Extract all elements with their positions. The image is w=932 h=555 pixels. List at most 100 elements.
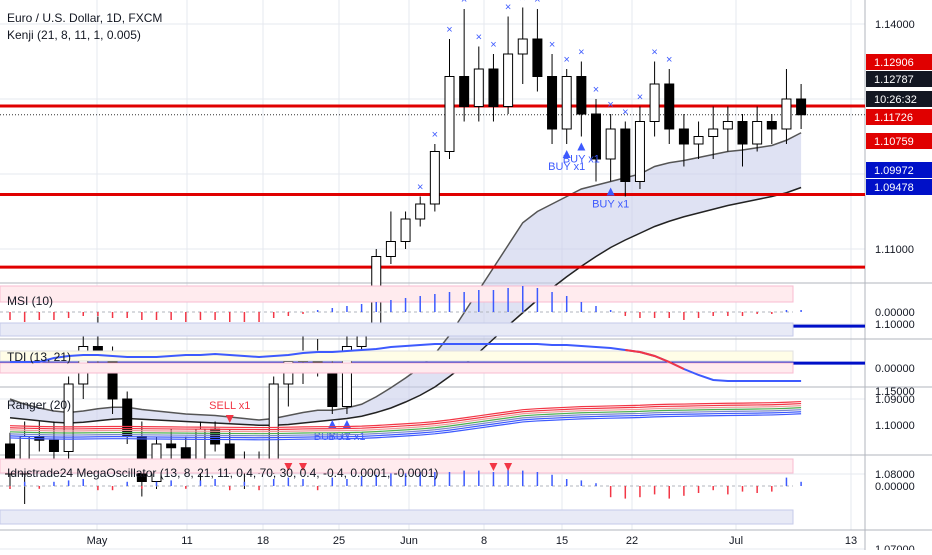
ranger-band-6	[9, 413, 802, 441]
price-tick-7: 1.07000	[875, 544, 915, 550]
mega-triangle-2	[489, 463, 498, 471]
candle-body-39	[576, 76, 587, 115]
candle-body-30	[444, 76, 455, 152]
buy-label-4: BUY x1	[563, 154, 600, 166]
mega-upper-zone	[0, 458, 794, 474]
price-tag-1	[866, 71, 932, 87]
mega-axis-tick: 0.00000	[875, 481, 915, 493]
ranger-label: Ranger (20)	[7, 398, 72, 412]
buy-arrow-4	[577, 142, 586, 151]
candle-body-27	[400, 218, 411, 242]
cross-marker-4: ×	[476, 32, 482, 44]
candle-body-34	[503, 53, 514, 107]
sell-label-0: SELL x1	[209, 400, 250, 412]
candle-body-41	[605, 128, 616, 160]
price-tag-text-5: 1.09972	[874, 165, 914, 177]
chart-title: Euro / U.S. Dollar, 1D, FXCM	[7, 11, 163, 25]
buy-label-5: BUY x1	[592, 199, 629, 211]
candle-body-50	[737, 121, 748, 145]
cross-marker-16: ×	[651, 47, 657, 59]
mega-triangle-3	[504, 463, 513, 471]
cross-marker-10: ×	[563, 54, 569, 66]
candle-body-18	[268, 383, 279, 467]
kenji-fast-line	[9, 132, 802, 421]
kenji-slow-line	[9, 186, 802, 426]
tdi-lower-band	[0, 362, 794, 374]
price-tag-5	[866, 162, 932, 178]
cross-marker-14: ×	[622, 107, 628, 119]
ranger-band-3	[9, 407, 802, 435]
ranger-band-2	[9, 405, 802, 433]
tdi-upper-band	[0, 350, 794, 362]
time-tick-4: Jun	[400, 535, 418, 547]
candle-body-33	[488, 68, 499, 107]
candle-body-54	[796, 98, 807, 116]
ranger-tick-1: 1.10000	[875, 420, 915, 432]
buy-arrow-1	[328, 420, 337, 428]
kenji-cloud	[10, 132, 802, 426]
msi-axis-tick: 0.00000	[875, 307, 915, 319]
candle-body-48	[708, 128, 719, 137]
mega-label: Idnistrade24 MegaOscillator (13, 8, 21, …	[7, 466, 439, 480]
candle-body-47	[693, 136, 704, 145]
price-tag-2	[866, 91, 932, 107]
candle-body-32	[473, 68, 484, 107]
sell-arrow-0	[225, 415, 234, 423]
price-tag-text-3: 1.11726	[874, 112, 913, 124]
cross-marker-11: ×	[578, 47, 584, 59]
cross-marker-15: ×	[637, 92, 643, 104]
candle-body-23	[341, 346, 352, 407]
cross-marker-5: ×	[490, 39, 496, 51]
buy-arrow-3	[562, 150, 571, 158]
ranger-tick-0: 1.15000	[875, 386, 915, 398]
price-tag-0	[866, 54, 932, 70]
cross-marker-2: ×	[446, 24, 452, 36]
msi-label: MSI (10)	[7, 294, 54, 308]
time-tick-8: Jul	[729, 535, 743, 547]
candle-body-51	[752, 121, 763, 145]
mega-triangle-1	[299, 463, 307, 471]
time-tick-7: 22	[626, 535, 638, 547]
ranger-band-4	[9, 409, 802, 437]
mega-lower-zone	[0, 509, 794, 525]
time-tick-5: 8	[481, 535, 487, 547]
price-tick-5: 1.09000	[875, 394, 915, 406]
price-tag-text-2: 10:26:32	[874, 94, 917, 106]
time-tick-0: May	[87, 535, 108, 547]
ranger-band-0	[9, 400, 802, 429]
tdi-label: TDI (13, 21)	[7, 350, 72, 364]
time-tick-6: 15	[556, 535, 568, 547]
candle-body-43	[634, 121, 645, 182]
msi-lower-zone	[0, 322, 794, 337]
cross-marker-3: ×	[461, 0, 467, 6]
ranger-band-1	[9, 402, 802, 431]
cross-marker-8: ×	[534, 0, 540, 6]
candle-body-11	[166, 443, 177, 449]
price-tag-text-0: 1.12906	[874, 57, 914, 69]
price-tick-3: 1.11000	[875, 244, 914, 256]
time-tick-3: 25	[333, 535, 345, 547]
candle-body-3	[48, 439, 59, 452]
candle-body-22	[327, 368, 338, 407]
time-tick-2: 18	[257, 535, 269, 547]
candle-body-46	[678, 128, 689, 145]
price-tag-text-1: 1.12787	[874, 74, 914, 86]
candle-body-26	[385, 241, 396, 257]
kenji-legend: Kenji (21, 8, 11, 1, 0.005)	[7, 28, 141, 42]
candle-body-4	[63, 383, 74, 452]
time-tick-1: 11	[181, 535, 192, 547]
price-tag-text-4: 1.10759	[874, 136, 914, 148]
price-tag-6	[866, 179, 932, 195]
candle-body-35	[517, 38, 528, 55]
cross-marker-9: ×	[549, 39, 555, 51]
tdi-axis-tick: 0.00000	[875, 363, 915, 375]
cross-marker-7: ×	[520, 0, 526, 5]
price-tick-0: 1.14000	[875, 19, 915, 31]
candle-body-52	[766, 121, 777, 130]
msi-upper-zone	[0, 285, 794, 303]
candle-body-12	[180, 447, 191, 460]
cross-marker-1: ×	[432, 129, 438, 141]
candle-body-28	[415, 203, 426, 220]
